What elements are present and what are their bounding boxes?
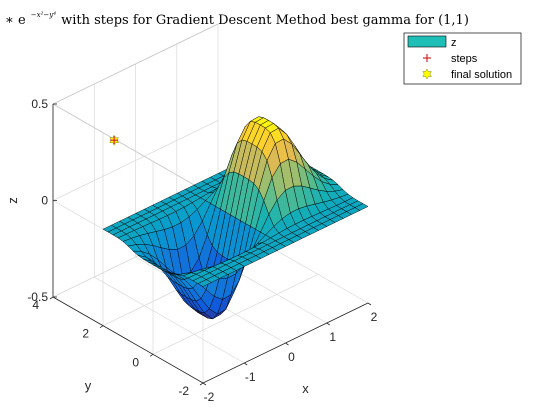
legend-label-steps: steps (451, 53, 478, 65)
legend-label-surface: z (451, 37, 457, 49)
chart-title-prefix: ∗ e (5, 13, 26, 28)
z-axis-label: z (5, 197, 20, 204)
legend-swatch-surface (407, 35, 447, 48)
legend-star-glyph (422, 68, 432, 80)
data-markers (109, 134, 119, 146)
legend-marker-final-solution (422, 68, 432, 80)
legend: z steps final solution (403, 32, 522, 85)
y-tick-mark (149, 354, 154, 357)
y-tick-mark (199, 382, 204, 386)
y-tick-label: 4 (32, 298, 39, 312)
y-tick-label: 0 (132, 355, 139, 369)
back-edge (52, 23, 219, 105)
x-tick-label: 2 (371, 310, 378, 324)
z-tick-label: 0 (41, 194, 48, 208)
z-tick-label: -0.5 (27, 290, 48, 304)
x-tick-mark (285, 342, 289, 346)
legend-marker-steps (423, 54, 431, 62)
x-tick-label: -2 (204, 390, 215, 404)
chart-title-exponent: −x²−y⁴ (31, 11, 56, 19)
x-tick-mark (326, 322, 330, 326)
y-tick-label: 2 (82, 327, 89, 341)
axis-ticks: -2 -1 0 1 2 -2 0 2 4-0.5 0 0.5 (27, 97, 377, 404)
x-tick-label: -1 (245, 370, 256, 384)
y-axis-line (52, 296, 204, 384)
x-tick-mark (367, 302, 372, 306)
y-tick-mark (99, 325, 104, 328)
legend-plus-glyph (423, 54, 431, 62)
step-marker (110, 136, 119, 145)
x-tick-label: 1 (329, 330, 336, 344)
back-edge (52, 103, 204, 191)
surface-plot (102, 116, 369, 320)
surface-patch (197, 279, 212, 287)
legend-label-final-solution: final solution (451, 69, 512, 81)
chart-title-suffix: with steps for Gradient Descent Method b… (61, 13, 469, 28)
x-axis-label: x (302, 381, 309, 396)
x-tick-mark (244, 362, 248, 366)
x-tick-label: 0 (288, 350, 295, 364)
y-tick-label: -2 (178, 384, 189, 398)
y-tick-mark (49, 296, 54, 300)
z-tick-label: 0.5 (31, 97, 48, 111)
chart-title: ∗ e −x²−y⁴ with steps for Gradient Desce… (5, 2, 469, 28)
y-axis-label: y (85, 378, 92, 393)
x-tick-mark (202, 382, 207, 386)
